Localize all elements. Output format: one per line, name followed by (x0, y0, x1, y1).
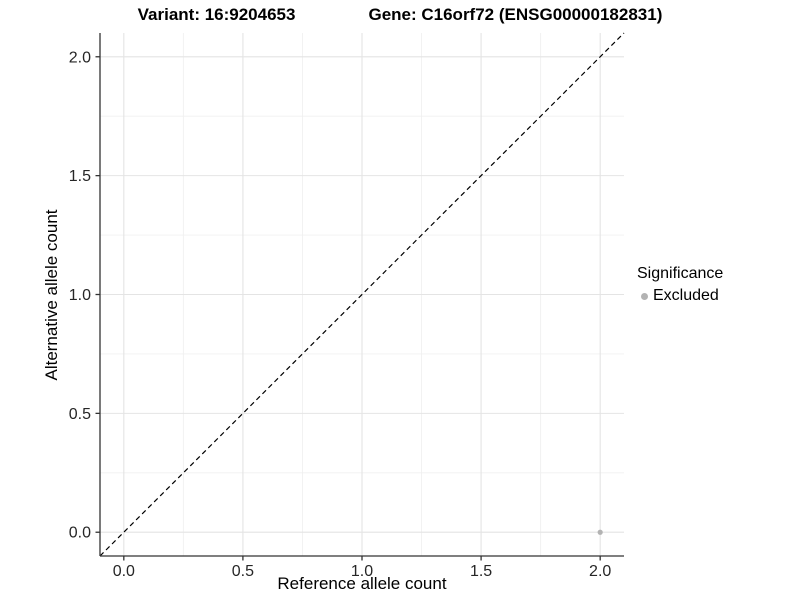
x-tick-label: 1.0 (351, 563, 373, 580)
legend-entry: Excluded (641, 287, 723, 305)
x-tick-label: 1.5 (470, 563, 492, 580)
data-point (597, 529, 603, 535)
x-tick-label: 2.0 (589, 563, 611, 580)
legend-entries: Excluded (637, 287, 723, 305)
y-axis-title: Alternative allele count (42, 209, 61, 381)
plot-title-variant: Variant: 16:9204653 (137, 5, 296, 24)
plot-title-gene: Gene: C16orf72 (ENSG00000182831) (368, 5, 663, 24)
y-tick-label: 2.0 (69, 49, 91, 66)
legend-key-dot-icon (641, 292, 648, 300)
y-tick-label: 1.5 (69, 168, 91, 185)
x-axis-title: Reference allele count (277, 574, 447, 593)
y-tick-label: 0.0 (69, 525, 91, 542)
y-tick-label: 1.0 (69, 287, 91, 304)
identity-dashed-line (99, 32, 625, 557)
y-tick-label: 0.5 (69, 406, 91, 423)
legend: Significance Excluded (637, 265, 723, 305)
legend-entry-label: Excluded (653, 287, 719, 304)
legend-title: Significance (637, 265, 724, 282)
plot-title: Variant: 16:9204653 Gene: C16orf72 (ENSG… (0, 5, 800, 25)
x-tick-label: 0.0 (113, 563, 135, 580)
x-tick-label: 0.5 (232, 563, 254, 580)
